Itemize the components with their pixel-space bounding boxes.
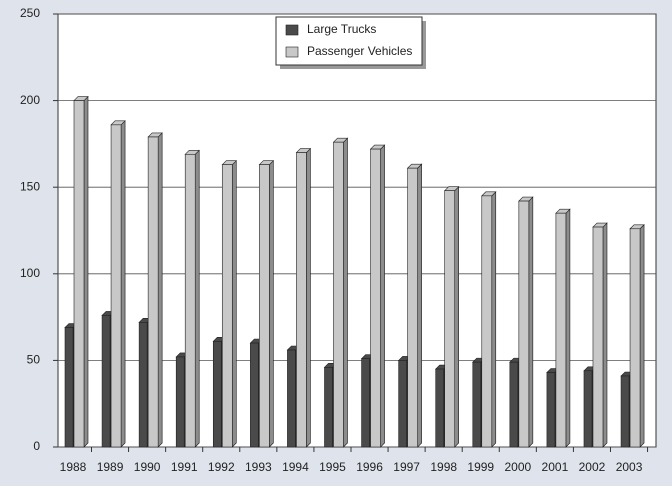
x-tick-label: 2000: [504, 460, 531, 474]
y-tick-label: 100: [20, 266, 40, 280]
bar: [620, 375, 630, 448]
legend: [275, 16, 423, 66]
bar: [101, 315, 111, 448]
bar: [629, 228, 641, 448]
bar-side: [157, 132, 163, 448]
bar: [184, 153, 196, 448]
bar-side: [83, 95, 89, 448]
bar-side: [417, 163, 422, 448]
x-tick-label: 2002: [579, 460, 606, 474]
x-tick-label: 1989: [97, 460, 124, 474]
bar-side: [639, 224, 645, 448]
y-tick-label: 150: [20, 179, 40, 193]
bar-side: [231, 159, 237, 448]
bar-side: [194, 149, 200, 448]
x-tick-label: 1990: [134, 460, 161, 474]
x-tick-label: 1999: [467, 460, 494, 474]
bar: [138, 321, 148, 448]
bar: [324, 367, 333, 448]
bar: [296, 152, 307, 448]
bar: [287, 349, 296, 448]
bar-side: [565, 208, 571, 448]
bar-side: [528, 196, 534, 448]
y-tick-label: 250: [20, 6, 40, 20]
bar: [370, 148, 381, 448]
x-tick-label: 1993: [245, 460, 272, 474]
bar: [583, 370, 593, 448]
legend-swatch: [285, 46, 299, 58]
x-tick-label: 1995: [319, 460, 346, 474]
legend-label: Passenger Vehicles: [307, 44, 412, 58]
bar: [110, 124, 122, 448]
bar: [259, 164, 270, 448]
x-tick-label: 1992: [208, 460, 235, 474]
bar-side: [120, 120, 126, 448]
y-tick-label: 200: [20, 93, 40, 107]
x-tick-label: 1994: [282, 460, 309, 474]
x-tick-label: 2001: [542, 460, 569, 474]
bar: [472, 361, 482, 448]
legend-swatch: [285, 24, 299, 36]
bar: [481, 195, 493, 448]
bar: [361, 358, 370, 448]
x-tick-label: 1988: [60, 460, 87, 474]
bar: [407, 167, 418, 448]
x-tick-label: 1996: [356, 460, 383, 474]
bar-side: [602, 222, 608, 448]
y-tick-label: 50: [27, 353, 41, 367]
bar: [212, 341, 222, 448]
bar-side: [454, 185, 460, 448]
bar: [73, 100, 85, 448]
bar: [175, 356, 185, 448]
bar: [592, 226, 604, 448]
bar: [398, 360, 407, 448]
legend-label: Large Trucks: [307, 22, 376, 36]
bar: [147, 136, 159, 448]
x-tick-label: 1998: [430, 460, 457, 474]
bar: [221, 164, 233, 448]
bar: [250, 342, 259, 448]
bar-side: [380, 144, 385, 448]
x-tick-label: 2003: [616, 460, 643, 474]
bar: [509, 361, 519, 448]
bar-side: [306, 147, 311, 448]
bar: [546, 372, 556, 448]
bar-side: [269, 159, 274, 448]
bar: [518, 200, 530, 448]
bar: [444, 190, 456, 448]
x-tick-label: 1997: [393, 460, 420, 474]
bar: [64, 327, 74, 448]
y-tick-label: 0: [33, 439, 40, 453]
bar-side: [343, 137, 348, 448]
bar: [555, 212, 567, 448]
bar: [333, 141, 344, 448]
x-tick-label: 1991: [171, 460, 198, 474]
bar-side: [491, 191, 497, 448]
bar: [435, 368, 445, 448]
